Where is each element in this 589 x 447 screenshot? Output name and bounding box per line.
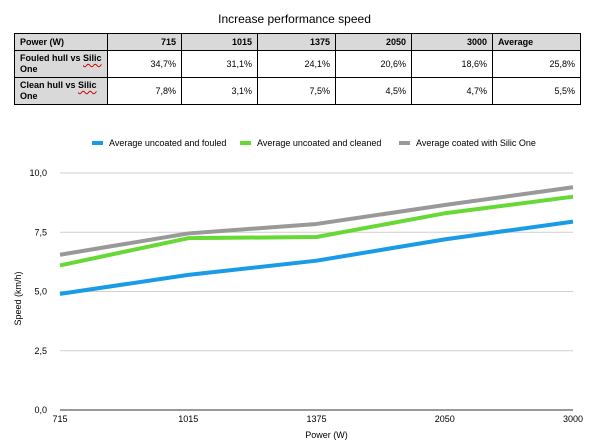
series-line-3 xyxy=(59,185,574,257)
header-cell: 715 xyxy=(107,33,182,51)
table-cell: 4,5% xyxy=(335,77,412,105)
legend-label: Average uncoated and fouled xyxy=(109,138,226,148)
y-tick-label: 7,5 xyxy=(34,227,47,237)
y-axis-title: Speed (km/h) xyxy=(13,271,23,325)
series-line-2 xyxy=(59,194,574,268)
y-tick-label: 10,0 xyxy=(29,168,47,178)
table-cell: 7,8% xyxy=(107,77,182,105)
x-tick-label: 3000 xyxy=(563,414,583,424)
table-header-row: Power (W) 715 1015 1375 2050 3000 Averag… xyxy=(14,33,581,51)
table-row: Clean hull vs Silic One 7,8% 3,1% 7,5% 4… xyxy=(14,77,581,105)
speed-line-chart: 0,0 2,5 5,0 7,5 10,0 715 1015 1375 2050 3000 Power… xyxy=(13,138,583,440)
header-cell: 1375 xyxy=(257,33,336,51)
header-cell: Power (W) xyxy=(14,33,108,51)
y-tick-label: 2,5 xyxy=(34,346,47,356)
table-cell: 5,5% xyxy=(492,77,581,105)
y-tick-label: 0,0 xyxy=(34,405,47,415)
table-cell: 4,7% xyxy=(411,77,493,105)
table-cell: 34,7% xyxy=(107,50,182,78)
header-cell: Average xyxy=(492,33,581,51)
performance-table: Power (W) 715 1015 1375 2050 3000 Averag… xyxy=(14,33,581,105)
header-cell: 1015 xyxy=(181,33,258,51)
series-line-1 xyxy=(59,219,574,296)
y-tick-label: 5,0 xyxy=(34,287,47,297)
row-label: Clean hull vs Silic One xyxy=(14,77,108,105)
table-row: Fouled hull vs Silic One 34,7% 31,1% 24,… xyxy=(14,50,581,78)
table-cell: 7,5% xyxy=(257,77,336,105)
table-cell: 3,1% xyxy=(181,77,258,105)
x-tick-label: 1015 xyxy=(178,414,198,424)
table-cell: 25,8% xyxy=(492,50,581,78)
header-cell: 3000 xyxy=(411,33,493,51)
row-label: Fouled hull vs Silic One xyxy=(14,50,108,78)
table-cell: 20,6% xyxy=(335,50,412,78)
x-tick-label: 1375 xyxy=(306,414,326,424)
table-cell: 24,1% xyxy=(257,50,336,78)
table-title: Increase performance speed xyxy=(218,12,371,26)
x-tick-label: 2050 xyxy=(435,414,455,424)
x-axis-title: Power (W) xyxy=(305,430,348,440)
header-cell: 2050 xyxy=(335,33,412,51)
table-cell: 31,1% xyxy=(181,50,258,78)
legend-label: Average uncoated and cleaned xyxy=(257,138,381,148)
x-tick-label: 715 xyxy=(52,414,67,424)
legend-label: Average coated with Silic One xyxy=(416,138,536,148)
table-cell: 18,6% xyxy=(411,50,493,78)
